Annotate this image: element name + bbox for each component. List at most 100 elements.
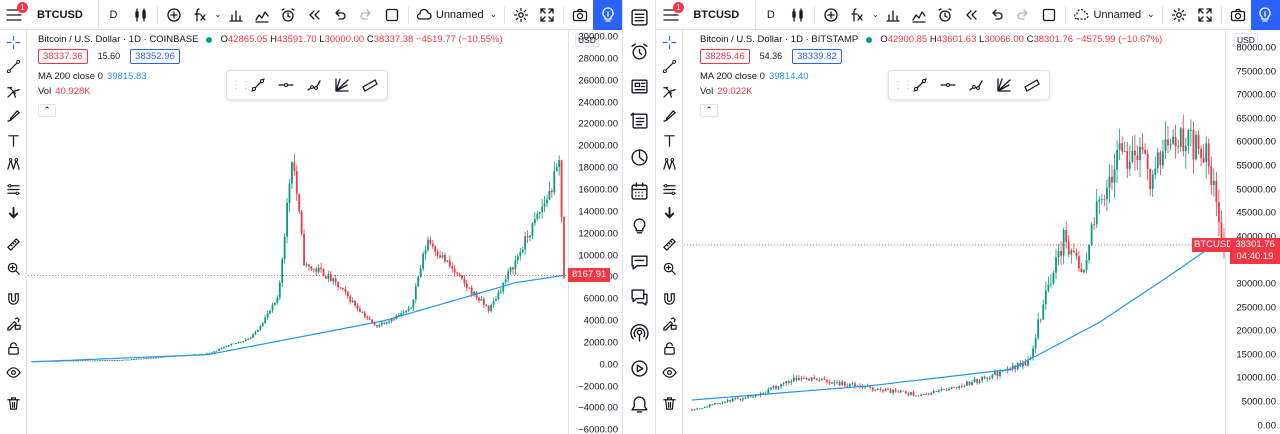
volume-legend[interactable]: Vol 29.022K xyxy=(700,85,1162,98)
collapse-legend-button[interactable]: ⌃ xyxy=(38,104,56,117)
compare-button[interactable] xyxy=(818,0,844,30)
indicators-dropdown[interactable]: ⌄ xyxy=(214,10,222,19)
financials-button[interactable] xyxy=(223,0,249,30)
fullscreen-mode-button[interactable] xyxy=(1036,0,1062,30)
sell-button[interactable]: 38337.36 xyxy=(38,49,88,64)
price-chart[interactable] xyxy=(28,31,568,434)
fullscreen-mode-button[interactable] xyxy=(379,0,405,30)
undo-button[interactable] xyxy=(984,0,1010,30)
ma-indicator-legend[interactable]: MA 200 close 0 39815.83 xyxy=(38,70,503,83)
crosshair-tool-button[interactable] xyxy=(0,30,27,55)
fullscreen-button[interactable] xyxy=(534,0,560,30)
ideas-button[interactable] xyxy=(1250,0,1280,30)
indicators-dropdown[interactable]: ⌄ xyxy=(872,10,879,19)
sell-button[interactable]: 38285.46 xyxy=(700,49,750,64)
trend-line-tool-button[interactable] xyxy=(656,55,683,80)
redo-button[interactable] xyxy=(1010,0,1036,30)
compare-button[interactable] xyxy=(161,0,187,30)
ideas-button[interactable] xyxy=(593,0,622,30)
indicators-button[interactable] xyxy=(844,0,870,30)
settings-button[interactable] xyxy=(508,0,534,30)
fib-fan-tool-button[interactable] xyxy=(329,72,355,98)
currency-label[interactable]: USD xyxy=(575,33,599,47)
financials-button[interactable] xyxy=(880,0,906,30)
buy-button[interactable]: 38352.96 xyxy=(130,49,180,64)
clock-panel-button[interactable] xyxy=(623,140,656,175)
interval-button[interactable]: D xyxy=(109,8,118,21)
layout-button[interactable]: Unnamed ⌄ xyxy=(412,7,501,23)
settings-button[interactable] xyxy=(1166,0,1192,30)
currency-label[interactable]: USD xyxy=(1234,33,1258,47)
trend-line-tool-button[interactable] xyxy=(245,72,271,98)
lock-tool-button[interactable] xyxy=(656,336,683,361)
zoom-in-tool-button[interactable] xyxy=(0,257,27,282)
volume-legend[interactable]: Vol 40.928K xyxy=(38,85,503,98)
interval-button[interactable]: D xyxy=(766,8,775,21)
horizontal-line-tool-button[interactable] xyxy=(273,72,299,98)
arrow-down-tool-button[interactable] xyxy=(0,202,27,227)
pattern-tool-button[interactable] xyxy=(0,153,27,178)
price-axis[interactable]: USD 30000.00 28000.00 26000.00 24000.00 2200… xyxy=(568,31,622,434)
menu-button[interactable]: 1 xyxy=(656,0,685,30)
watchlist-panel-button[interactable] xyxy=(623,0,656,35)
snapshot-button[interactable] xyxy=(1225,0,1251,30)
templates-button[interactable] xyxy=(906,0,932,30)
ruler-tool-button[interactable] xyxy=(0,232,27,257)
price-chart[interactable] xyxy=(684,31,1225,434)
calendar-panel-button[interactable] xyxy=(623,175,656,210)
news-panel-button[interactable] xyxy=(623,69,656,104)
pattern-tool-button[interactable] xyxy=(656,153,683,178)
prediction-tool-button[interactable] xyxy=(0,177,27,202)
messages-panel-button[interactable] xyxy=(623,280,656,315)
ruler-tool-button[interactable] xyxy=(656,232,683,257)
ma-indicator-legend[interactable]: MA 200 close 0 39814.40 xyxy=(700,70,1162,83)
menu-button[interactable]: 1 xyxy=(0,0,29,30)
pitchfork-tool-button[interactable] xyxy=(0,79,27,104)
fullscreen-button[interactable] xyxy=(1192,0,1218,30)
magnet-tool-button[interactable] xyxy=(656,287,683,312)
lock-drawing-tool-button[interactable] xyxy=(0,312,27,337)
podcast-panel-button[interactable] xyxy=(623,317,656,352)
chart-type-button[interactable] xyxy=(785,0,811,30)
drag-handle-icon[interactable]: ⋮⋮ xyxy=(893,79,913,91)
magnet-tool-button[interactable] xyxy=(0,287,27,312)
fib-fan-tool-button[interactable] xyxy=(991,72,1017,98)
redo-button[interactable] xyxy=(353,0,379,30)
brush-tool-button[interactable] xyxy=(656,104,683,129)
price-axis[interactable]: USD 80000.00 75000.00 70000.00 65000.00 6000… xyxy=(1225,31,1280,434)
path-tool-button[interactable] xyxy=(301,72,327,98)
horizontal-line-tool-button[interactable] xyxy=(935,72,961,98)
symbol-search-button[interactable]: BTCUSD xyxy=(685,0,757,30)
zoom-in-tool-button[interactable] xyxy=(656,257,683,282)
lightbulb-panel-button[interactable] xyxy=(623,209,656,244)
trash-tool-button[interactable] xyxy=(0,391,27,416)
layout-button[interactable]: Unnamed ⌄ xyxy=(1069,7,1158,23)
templates-button[interactable] xyxy=(249,0,275,30)
alert-button[interactable] xyxy=(275,0,301,30)
prediction-tool-button[interactable] xyxy=(656,177,683,202)
brush-tool-button[interactable] xyxy=(0,104,27,129)
parallel-channel-tool-button[interactable] xyxy=(1019,72,1045,98)
lock-drawing-tool-button[interactable] xyxy=(656,312,683,337)
indicators-button[interactable] xyxy=(187,0,213,30)
chat-panel-button[interactable] xyxy=(623,246,656,281)
parallel-channel-tool-button[interactable] xyxy=(357,72,383,98)
text-tool-button[interactable] xyxy=(656,128,683,153)
alarm-clock-panel-button[interactable] xyxy=(623,35,656,70)
trend-line-tool-button[interactable] xyxy=(907,72,933,98)
replay-button[interactable] xyxy=(301,0,327,30)
stream-panel-button[interactable] xyxy=(623,351,656,386)
snapshot-button[interactable] xyxy=(567,0,593,30)
trend-line-tool-button[interactable] xyxy=(0,55,27,80)
symbol-search-button[interactable]: BTCUSD xyxy=(29,0,99,30)
collapse-legend-button[interactable]: ⌃ xyxy=(700,104,718,117)
crosshair-tool-button[interactable] xyxy=(656,30,683,55)
path-tool-button[interactable] xyxy=(963,72,989,98)
drag-handle-icon[interactable]: ⋮⋮ xyxy=(231,79,251,91)
lock-tool-button[interactable] xyxy=(0,336,27,361)
undo-button[interactable] xyxy=(327,0,353,30)
trash-tool-button[interactable] xyxy=(656,391,683,416)
pitchfork-tool-button[interactable] xyxy=(656,79,683,104)
calendar-notes-panel-button[interactable] xyxy=(623,104,656,139)
buy-button[interactable]: 38339.82 xyxy=(792,49,842,64)
